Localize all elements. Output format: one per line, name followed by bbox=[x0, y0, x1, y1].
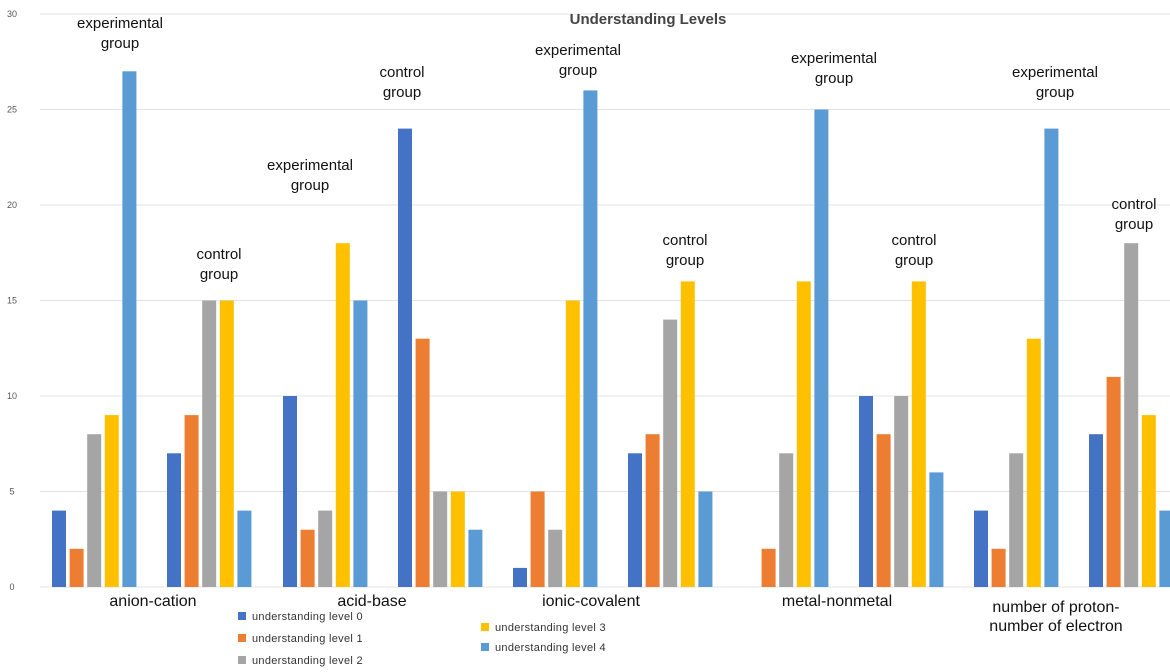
bar-understanding-level-0-control-group bbox=[859, 396, 873, 587]
bar-understanding-level-3-experimental-group bbox=[335, 243, 350, 587]
bar-understanding-level-2-experimental-group bbox=[548, 529, 563, 587]
bar-understanding-level-1-experimental-group bbox=[991, 548, 1006, 587]
category-label: number of proton-number of electron bbox=[989, 599, 1122, 635]
bar-understanding-level-0-experimental-group bbox=[974, 510, 988, 587]
group-annotation: experimental group bbox=[267, 157, 353, 194]
y-tick-label: 0 bbox=[9, 582, 14, 592]
group-annotation: experimental group bbox=[791, 50, 877, 87]
group-annotation: control group bbox=[379, 64, 424, 101]
bar-understanding-level-4-control-group bbox=[468, 529, 483, 587]
group-annotation: experimental group bbox=[1012, 64, 1098, 101]
category-label: ionic-covalent bbox=[542, 593, 640, 610]
group-annotation: control group bbox=[1111, 196, 1156, 233]
bar-understanding-level-1-control-group bbox=[645, 434, 660, 587]
bar-understanding-level-0-control-group bbox=[1089, 434, 1103, 587]
bar-understanding-level-2-control-group bbox=[663, 319, 678, 587]
bar-understanding-level-1-control-group bbox=[415, 338, 430, 587]
bar-understanding-level-1-experimental-group bbox=[530, 491, 545, 587]
bar-understanding-level-2-experimental-group bbox=[87, 434, 102, 587]
bar-understanding-level-4-experimental-group bbox=[1044, 128, 1059, 587]
legend-swatch bbox=[238, 634, 246, 642]
bar-understanding-level-4-control-group bbox=[237, 510, 252, 587]
bar-understanding-level-3-experimental-group bbox=[565, 300, 580, 587]
bar-understanding-level-1-experimental-group bbox=[300, 529, 315, 587]
y-tick-label: 5 bbox=[9, 487, 14, 497]
bar-understanding-level-2-control-group bbox=[894, 396, 909, 587]
bar-understanding-level-3-control-group bbox=[219, 300, 234, 587]
bar-understanding-level-0-experimental-group bbox=[283, 396, 297, 587]
legend-swatch bbox=[238, 656, 246, 664]
bar-understanding-level-1-experimental-group bbox=[761, 548, 776, 587]
y-axis: 0 5 10 15 20 25 30 bbox=[7, 9, 17, 592]
bar-understanding-level-1-control-group bbox=[876, 434, 891, 587]
bar-understanding-level-3-experimental-group bbox=[1026, 338, 1041, 587]
bar-understanding-level-2-control-group bbox=[1124, 243, 1139, 587]
legend-label: understanding level 0 bbox=[252, 611, 363, 623]
y-tick-label: 10 bbox=[7, 391, 17, 401]
group-annotation: experimental group bbox=[535, 42, 621, 79]
category-label: acid-base bbox=[337, 593, 406, 610]
bar-understanding-level-0-experimental-group bbox=[513, 567, 527, 587]
legend: understanding level 0 understanding level… bbox=[238, 611, 606, 667]
chart-title: Understanding Levels bbox=[570, 11, 727, 28]
bar-understanding-level-3-experimental-group bbox=[796, 281, 811, 587]
bar-understanding-level-0-control-group bbox=[167, 453, 181, 587]
bar-understanding-level-3-control-group bbox=[1141, 415, 1156, 587]
legend-label: understanding level 1 bbox=[252, 633, 363, 645]
group-annotation: control group bbox=[891, 232, 936, 269]
bar-understanding-level-3-experimental-group bbox=[104, 415, 119, 587]
legend-swatch bbox=[238, 612, 246, 620]
bar-understanding-level-1-control-group bbox=[184, 415, 199, 587]
bars bbox=[52, 71, 1170, 588]
bar-understanding-level-4-experimental-group bbox=[353, 300, 368, 587]
category-label: metal-nonmetal bbox=[782, 593, 892, 610]
bar-understanding-level-4-control-group bbox=[1159, 510, 1170, 587]
y-tick-label: 25 bbox=[7, 105, 17, 115]
legend-label: understanding level 4 bbox=[495, 642, 606, 654]
bar-understanding-level-3-control-group bbox=[450, 491, 465, 587]
bar-understanding-level-2-experimental-group bbox=[779, 453, 794, 587]
legend-label: understanding level 3 bbox=[495, 622, 606, 634]
bar-understanding-level-3-control-group bbox=[680, 281, 695, 587]
group-annotation: experimental group bbox=[77, 15, 163, 52]
bar-understanding-level-2-control-group bbox=[433, 491, 448, 587]
bar-understanding-level-4-experimental-group bbox=[814, 109, 829, 587]
category-labels: anion-cation acid-base ionic-covalent metal… bbox=[109, 593, 1122, 635]
legend-swatch bbox=[481, 643, 489, 651]
bar-understanding-level-4-control-group bbox=[698, 491, 713, 587]
bar-understanding-level-2-experimental-group bbox=[318, 510, 333, 587]
bar-understanding-level-2-experimental-group bbox=[1009, 453, 1024, 587]
legend-swatch bbox=[481, 623, 489, 631]
legend-label: understanding level 2 bbox=[252, 655, 363, 667]
bar-understanding-level-0-control-group bbox=[398, 128, 412, 587]
y-tick-label: 30 bbox=[7, 9, 17, 19]
group-annotations: experimental group control group experimenta… bbox=[77, 15, 1156, 283]
y-tick-label: 20 bbox=[7, 200, 17, 210]
bar-understanding-level-3-control-group bbox=[911, 281, 926, 587]
bar-understanding-level-1-experimental-group bbox=[69, 548, 84, 587]
bar-understanding-level-1-control-group bbox=[1106, 376, 1121, 587]
category-label: anion-cation bbox=[109, 593, 196, 610]
y-tick-label: 15 bbox=[7, 296, 17, 306]
bar-understanding-level-4-experimental-group bbox=[122, 71, 137, 588]
bar-understanding-level-4-control-group bbox=[929, 472, 944, 587]
group-annotation: control group bbox=[196, 246, 241, 283]
bar-understanding-level-4-experimental-group bbox=[583, 90, 598, 588]
bar-understanding-level-0-control-group bbox=[628, 453, 642, 587]
group-annotation: control group bbox=[662, 232, 707, 269]
bar-understanding-level-2-control-group bbox=[202, 300, 217, 587]
bar-understanding-level-0-experimental-group bbox=[52, 510, 66, 587]
